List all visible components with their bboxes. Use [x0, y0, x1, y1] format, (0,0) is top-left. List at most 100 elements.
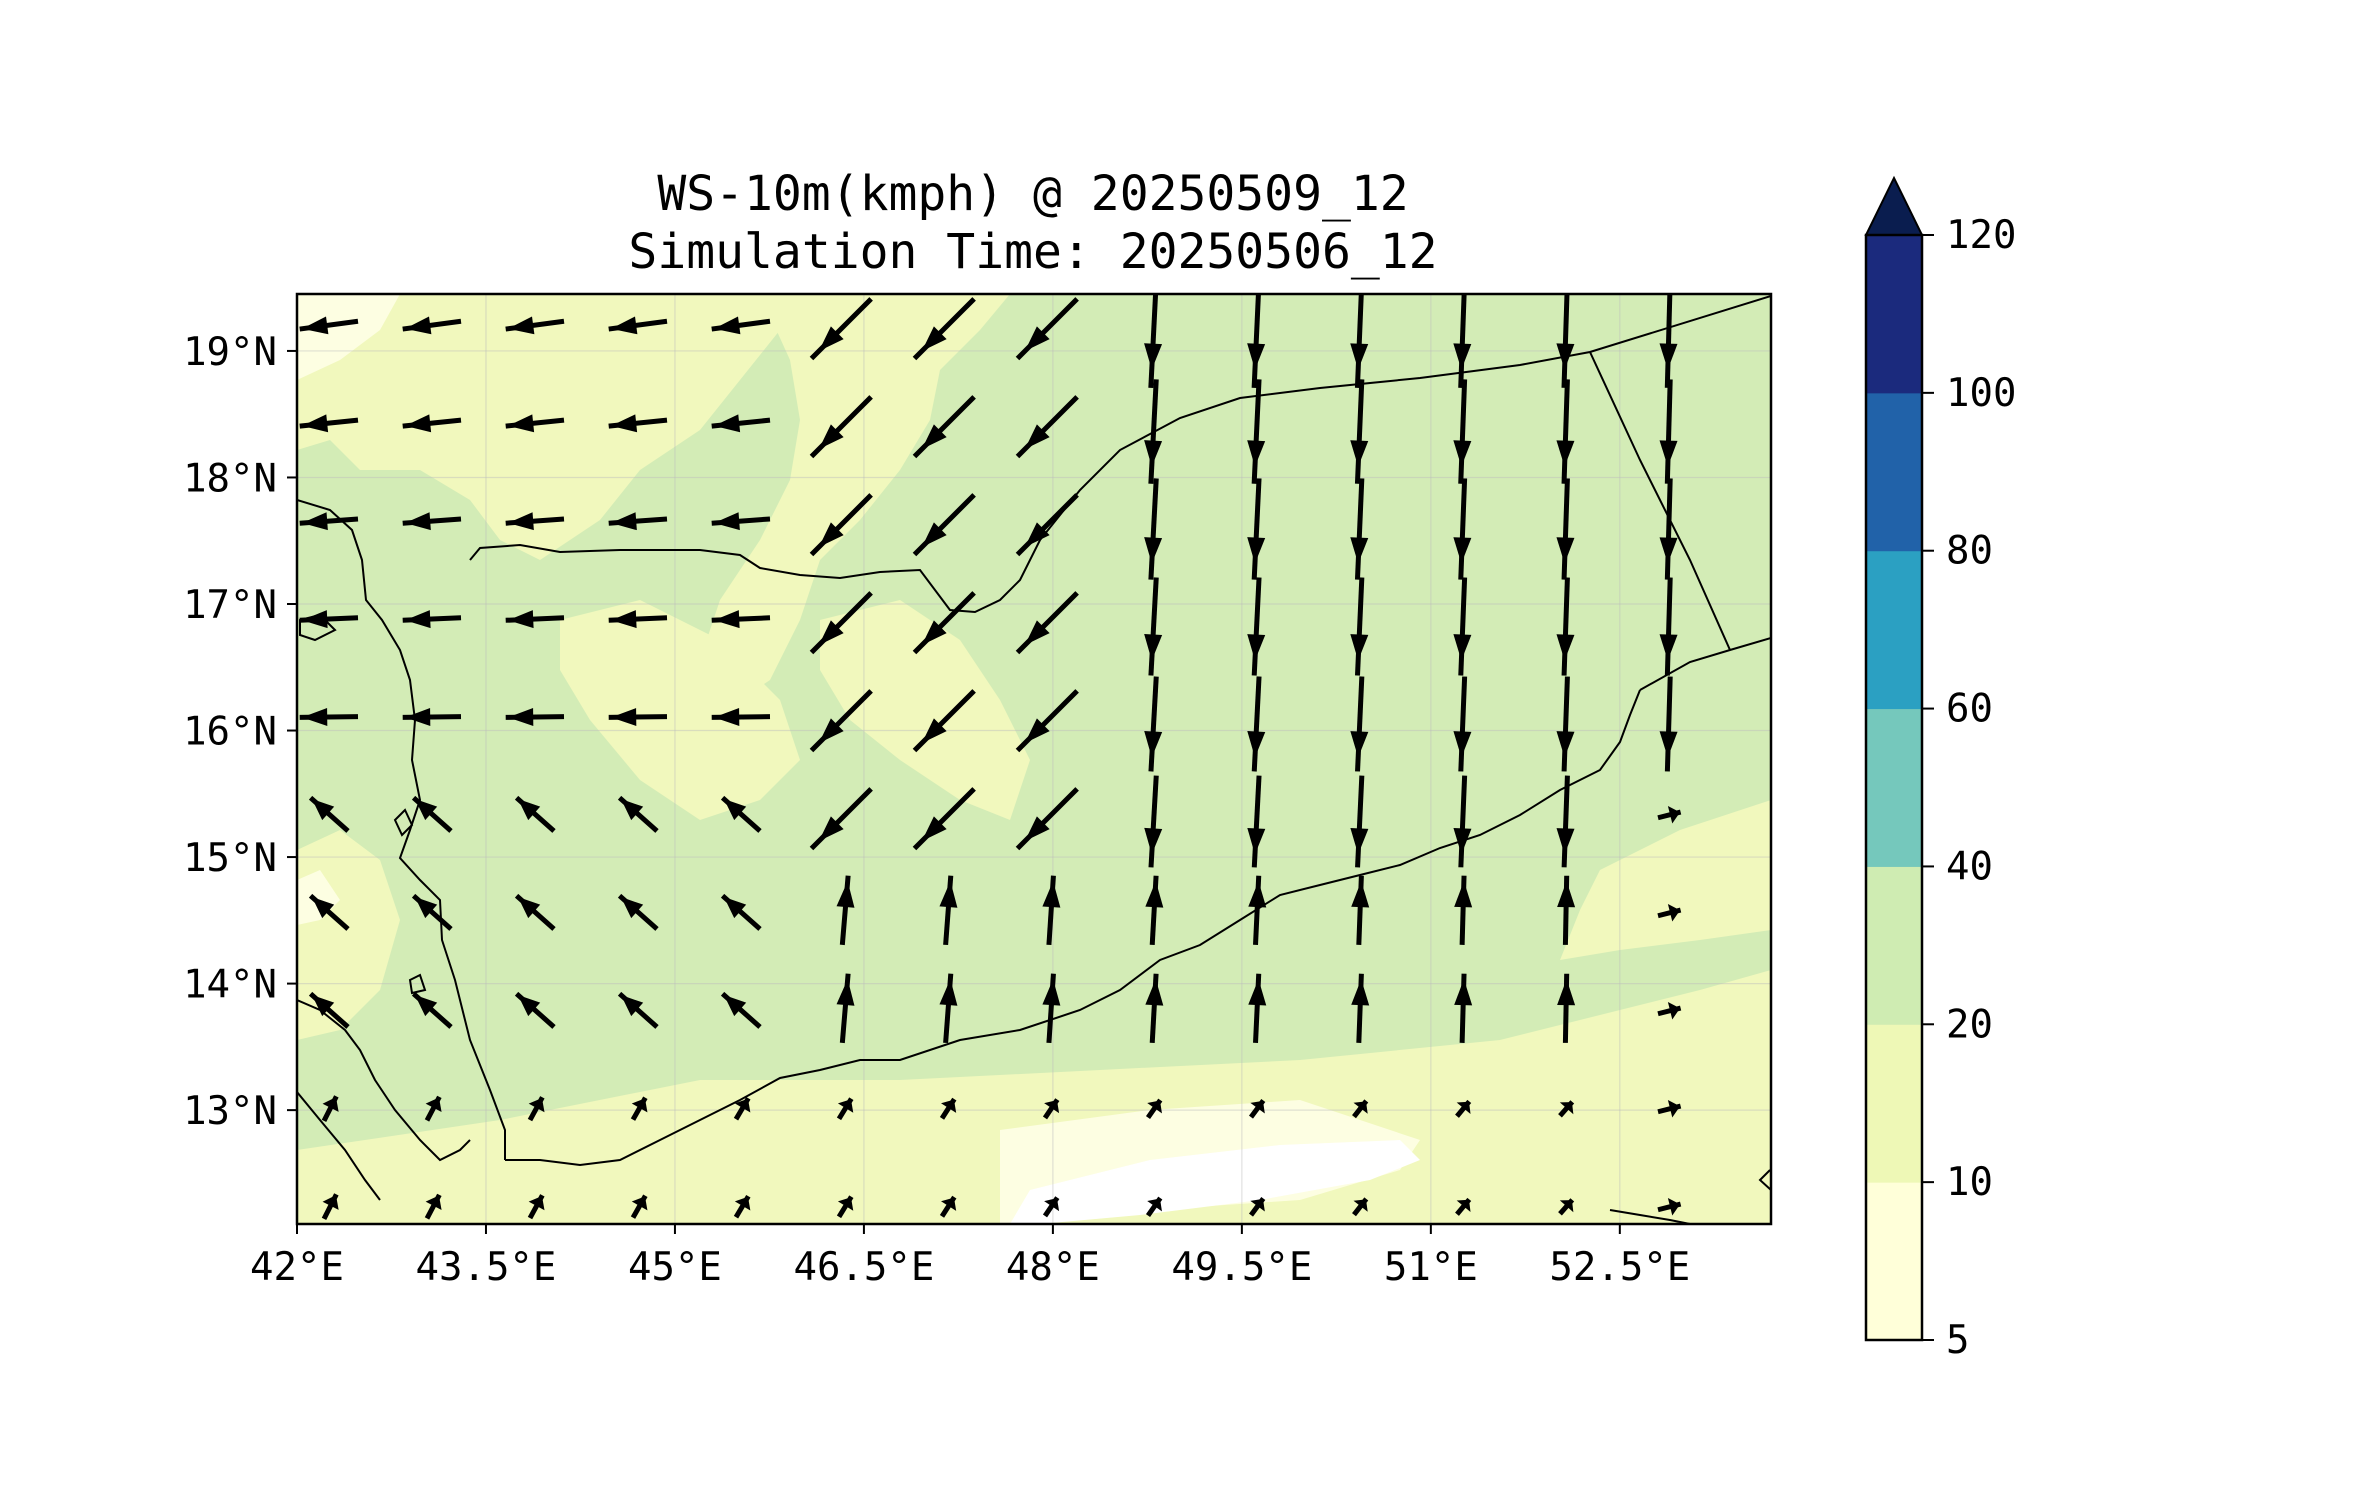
wind-arrow-head	[405, 414, 432, 433]
wind-arrow-head	[1453, 537, 1472, 564]
wind-arrow	[1350, 676, 1369, 772]
wind-arrow-head	[1247, 440, 1266, 467]
wind-field-contour-10-20-west	[297, 294, 780, 560]
wind-arrow-shaft	[1561, 478, 1570, 580]
wind-arrow-head	[1351, 979, 1370, 1006]
wind-field-contour-10-20-interior	[560, 600, 800, 820]
wind-arrow-head	[611, 414, 638, 433]
wind-arrow-head	[1557, 979, 1576, 1006]
wind-arrow-head	[1659, 731, 1678, 758]
island-socotra	[1609, 1209, 1691, 1224]
wind-arrow-head	[1667, 1001, 1680, 1020]
wind-arrow-head	[1250, 1100, 1265, 1114]
wind-arrow-head	[1024, 816, 1050, 842]
wind-field-contour-10-20-central	[700, 294, 1010, 700]
wind-arrow	[1556, 379, 1575, 484]
wind-arrow	[1558, 1100, 1575, 1118]
wind-arrow	[1144, 478, 1163, 580]
africa-coastline-south	[297, 1091, 381, 1201]
wind-arrow	[505, 610, 565, 629]
wind-field-contour-10-20-mid	[820, 600, 1030, 820]
lat-tick-label: 15°N	[183, 836, 277, 881]
wind-arrow	[321, 1095, 339, 1122]
wind-arrow	[1248, 973, 1267, 1043]
wind-arrow-head	[631, 1196, 648, 1211]
wind-arrow-head	[714, 316, 741, 335]
wind-arrow	[809, 689, 873, 753]
wind-arrow	[912, 689, 976, 753]
wind-arrow-head	[1144, 537, 1163, 564]
wind-arrow-head	[1350, 343, 1369, 370]
wind-arrow	[733, 1096, 751, 1121]
wind-arrow-head	[302, 414, 329, 433]
wind-arrow	[630, 1194, 648, 1219]
wind-arrow-head	[1247, 827, 1266, 855]
wind-arrow	[1247, 478, 1266, 580]
wind-arrow-head	[724, 897, 747, 919]
lon-tick-labels: 42°E 43.5°E 45°E 46.5°E 48°E 49.5°E 51°E 52.5°E	[250, 1224, 1690, 1290]
yemen-oman-border	[1589, 351, 1731, 651]
wind-arrow-head	[1350, 537, 1369, 564]
lon-tick-label: 42°E	[250, 1245, 344, 1290]
wind-arrow	[505, 512, 565, 531]
wind-arrow	[1557, 973, 1576, 1043]
colorbar-tick-label: 60	[1946, 687, 1993, 732]
wind-arrow	[1015, 493, 1079, 557]
wind-arrow	[308, 991, 350, 1029]
wind-arrow-head	[1559, 1102, 1574, 1115]
wind-arrow	[1556, 478, 1575, 580]
wind-arrow	[608, 414, 668, 433]
wind-arrow-head	[939, 881, 958, 908]
wind-arrow	[1351, 973, 1370, 1043]
wind-arrow-shaft	[1664, 577, 1673, 676]
wind-arrow	[711, 708, 771, 727]
wind-arrow	[402, 512, 462, 531]
wind-arrow	[1015, 297, 1079, 361]
wind-arrow-head	[1144, 343, 1163, 370]
wind-arrow-head	[302, 708, 328, 727]
wind-arrow-head	[818, 326, 844, 352]
wind-arrow-head	[1248, 881, 1267, 908]
wind-arrow	[299, 610, 359, 629]
wind-arrow	[1247, 775, 1266, 868]
wind-arrow	[1248, 1099, 1266, 1119]
wind-arrow	[402, 708, 462, 727]
colorbar-tick-label: 40	[1946, 844, 1993, 889]
lat-tick-label: 14°N	[183, 963, 277, 1008]
wind-arrow	[1144, 676, 1163, 772]
wind-arrow-head	[921, 816, 947, 842]
wind-arrow-head	[1024, 620, 1050, 646]
wind-arrow-head	[621, 897, 644, 919]
wind-arrow-head	[818, 816, 844, 842]
wind-arrow	[939, 1097, 957, 1120]
colorbar-tick-label: 100	[1946, 371, 2016, 416]
wind-arrow	[299, 512, 359, 531]
wind-arrow	[809, 395, 873, 459]
wind-arrow-head	[1248, 979, 1267, 1006]
lat-tick-labels: 19°N 18°N 17°N 16°N 15°N 14°N 13°N	[183, 330, 297, 1134]
wind-arrow	[720, 991, 762, 1029]
wind-arrow-head	[1353, 1199, 1368, 1212]
wind-arrow	[711, 512, 771, 531]
wind-field-contour-5-10-white-patch	[1010, 1140, 1420, 1224]
lat-tick-label: 16°N	[183, 710, 277, 755]
wind-arrow-head	[921, 620, 947, 646]
wind-arrow-head	[1351, 881, 1370, 908]
wind-arrow	[1454, 875, 1473, 945]
wind-arrow	[1453, 478, 1472, 580]
wind-arrow	[1350, 294, 1369, 388]
wind-arrow-head	[405, 316, 432, 335]
wind-arrow	[402, 414, 462, 433]
wind-arrow	[1145, 1098, 1163, 1119]
wind-arrow-head	[1453, 731, 1472, 758]
wind-vectors	[299, 294, 1682, 1220]
wind-arrow-head	[528, 1195, 545, 1211]
wind-arrow	[1144, 775, 1163, 868]
wind-arrow	[1657, 805, 1682, 824]
wind-arrow	[733, 1194, 751, 1219]
wind-arrow-head	[1247, 343, 1266, 370]
wind-arrow	[1657, 1197, 1682, 1216]
wind-arrow	[1015, 787, 1079, 851]
wind-arrow	[1145, 875, 1164, 946]
